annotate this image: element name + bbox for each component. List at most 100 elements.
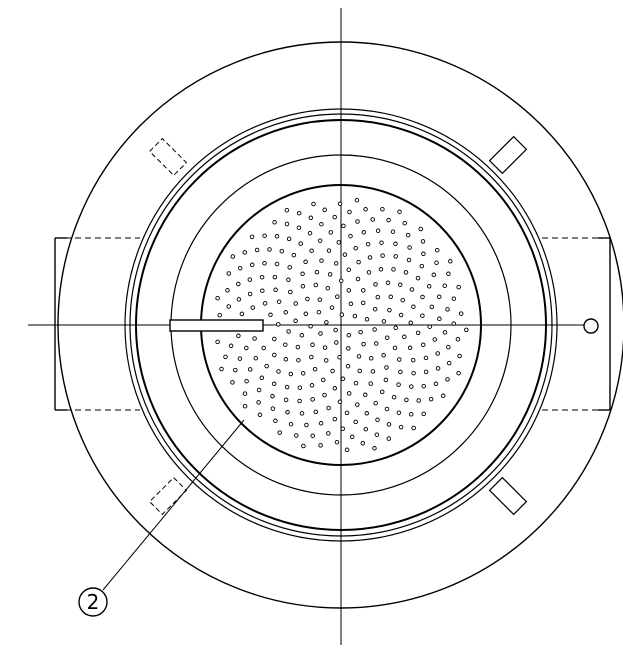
perforation-hole: [367, 255, 373, 260]
perforation-hole: [381, 319, 387, 324]
perforation-hole: [293, 318, 298, 324]
perforation-hole: [398, 312, 404, 318]
perforation-hole: [421, 383, 426, 389]
perforation-hole: [270, 394, 275, 399]
perforation-hole: [370, 369, 376, 374]
perforation-hole: [451, 296, 457, 301]
perforation-hole: [418, 226, 423, 232]
perforation-hole: [283, 310, 288, 315]
perforation-hole: [341, 223, 346, 229]
perforation-hole: [244, 378, 249, 384]
perforation-hole: [435, 366, 441, 371]
perforation-hole: [393, 325, 398, 331]
perforation-hole: [379, 389, 385, 395]
perforation-hole: [272, 336, 277, 342]
perforation-hole: [286, 277, 291, 283]
perforation-hole: [300, 371, 306, 376]
perforation-hole: [384, 335, 390, 340]
perforation-hole: [339, 312, 345, 317]
perforation-hole: [271, 381, 277, 387]
perforation-hole: [346, 332, 352, 338]
perforation-hole: [303, 311, 309, 317]
perforation-hole: [408, 320, 413, 326]
perforation-hole: [400, 297, 405, 303]
perforation-hole: [299, 333, 305, 338]
perforation-hole: [236, 297, 242, 302]
perforation-hole: [375, 294, 381, 300]
lug-bottom-left: [148, 476, 188, 516]
perforation-hole: [336, 240, 342, 245]
perforation-hole: [380, 206, 385, 212]
perforation-hole: [355, 219, 360, 224]
perforation-hole: [337, 201, 343, 207]
perforation-hole: [409, 384, 414, 389]
perforation-hole: [392, 345, 398, 351]
perforation-hole: [330, 368, 335, 374]
perforation-hole: [384, 406, 390, 412]
perforation-hole: [445, 307, 450, 312]
perforation-hole: [270, 406, 276, 411]
perforation-hole: [404, 397, 409, 403]
perforation-hole: [332, 214, 337, 220]
perforation-hole: [353, 380, 359, 386]
perforation-hole: [360, 300, 366, 306]
perforation-hole: [393, 254, 398, 259]
perforation-hole: [415, 275, 421, 281]
perforation-hole: [274, 234, 280, 239]
perforation-hole: [260, 288, 265, 293]
perforation-hole: [440, 393, 446, 399]
perforation-hole: [451, 321, 457, 326]
perforation-hole: [298, 241, 303, 246]
perforation-hole: [286, 236, 292, 242]
perforation-hole: [219, 366, 224, 372]
perforation-hole: [312, 366, 318, 372]
perforation-hole: [230, 380, 235, 385]
perforation-hole: [396, 382, 401, 387]
perforation-hole: [398, 424, 404, 430]
perforation-hole: [242, 391, 248, 396]
perforation-hole: [299, 411, 305, 416]
perforation-hole: [398, 369, 403, 375]
perforation-hole: [305, 296, 310, 302]
perforation-hole: [236, 281, 241, 287]
perforation-hole: [262, 301, 268, 306]
perforation-hole: [372, 446, 377, 451]
perforation-hole: [225, 288, 230, 293]
perforation-hole: [326, 248, 332, 253]
perforation-hole: [276, 322, 281, 327]
perforation-hole: [363, 207, 368, 212]
perforation-hole: [256, 400, 261, 405]
perforation-hole: [353, 245, 358, 251]
perforation-hole: [300, 271, 305, 277]
perforation-hole: [437, 316, 442, 322]
perforation-hole: [349, 434, 355, 440]
perforation-hole: [409, 287, 415, 292]
perforation-hole: [226, 271, 232, 276]
perforation-hole: [288, 421, 294, 427]
perforation-hole: [368, 356, 374, 361]
perforation-hole: [308, 215, 314, 221]
perforation-hole: [420, 313, 425, 318]
perforation-hole: [310, 342, 315, 348]
probe-rod: [169, 319, 264, 332]
perforation-hole: [442, 330, 448, 335]
perforation-hole: [297, 398, 302, 404]
perforation-hole: [342, 252, 348, 257]
perforation-hole: [368, 381, 373, 386]
perforation-hole: [397, 357, 402, 362]
perforation-hole: [355, 402, 360, 407]
perforation-hole: [355, 276, 361, 282]
perforation-hole: [361, 341, 366, 347]
perforation-hole: [387, 307, 392, 313]
perforation-hole: [434, 247, 440, 253]
perforation-hole: [346, 346, 351, 351]
perforation-hole: [464, 327, 469, 333]
perforation-hole: [363, 426, 369, 432]
perforation-hole: [340, 376, 346, 382]
perforation-hole: [364, 317, 370, 322]
perforation-hole: [284, 221, 290, 227]
perforation-hole: [311, 201, 316, 207]
perforation-hole: [334, 439, 340, 445]
perforation-hole: [296, 225, 302, 230]
perforation-hole: [215, 295, 220, 301]
